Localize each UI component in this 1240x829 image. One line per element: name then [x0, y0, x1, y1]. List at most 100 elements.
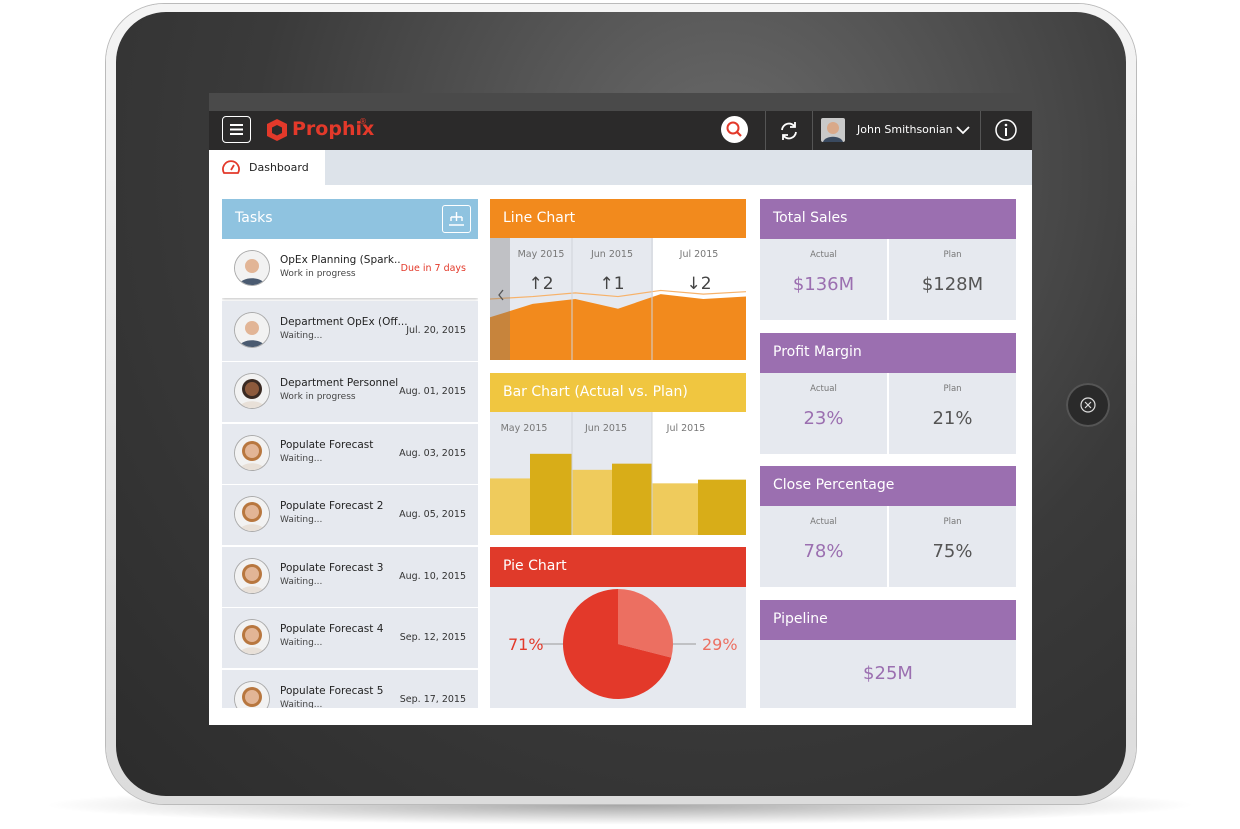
line-chart: May 2015 ↑2 Jun 2015 ↑1 Jul 2015 ↓2 — [490, 238, 746, 360]
kpi-body: Actual $136M Plan $128M — [760, 239, 1016, 320]
top-bar: Prophix ® John Smithsonian — [209, 111, 1032, 150]
actual-bar — [572, 469, 612, 535]
plan-label: Plan — [943, 250, 962, 260]
menu-button[interactable] — [222, 116, 251, 143]
month-label: Jun 2015 — [584, 423, 627, 434]
tasks-header: Tasks — [222, 199, 478, 239]
tab-bar — [209, 150, 1032, 185]
home-icon — [1080, 397, 1096, 413]
task-item[interactable]: Populate Forecast 3 Waiting... Aug. 10, 20… — [222, 546, 478, 607]
user-menu-chevron[interactable] — [955, 123, 971, 137]
dashboard-icon — [222, 160, 240, 174]
actual-label: Actual — [810, 517, 837, 527]
task-item[interactable]: Department OpEx (Off... Waiting... Jul. 20… — [222, 300, 478, 361]
pie-chart: 71% 29% — [490, 587, 746, 708]
kpi-body: Actual 23% Plan 21% — [760, 373, 1016, 454]
actual-value: 23% — [803, 408, 844, 429]
actual-value: 78% — [803, 541, 844, 562]
panel-title: Pipeline — [773, 611, 828, 627]
bar-chart-header: Bar Chart (Actual vs. Plan) — [490, 373, 746, 413]
dashboard-tab[interactable]: Dashboard — [209, 150, 325, 185]
actual-label: Actual — [810, 250, 837, 260]
refresh-button[interactable] — [777, 119, 801, 143]
task-status: Waiting... — [280, 699, 323, 709]
task-name: Department Personnel — [280, 377, 399, 389]
dashboard-content: Tasks OpEx Planning (Spark.. Work in progr… — [209, 185, 1032, 725]
user-avatar[interactable] — [821, 118, 845, 142]
pie-slice — [563, 589, 672, 699]
panel-title: Tasks — [235, 210, 273, 226]
org-icon — [449, 212, 464, 226]
avatar-face — [235, 497, 269, 531]
task-due: Due in 7 days — [400, 263, 466, 274]
avatar-face — [235, 374, 269, 408]
task-avatar — [235, 558, 269, 593]
pie-chart-header: Pie Chart — [490, 547, 746, 587]
change-label: ↑1 — [599, 274, 624, 294]
plan-label: Plan — [943, 384, 962, 394]
home-button[interactable] — [1066, 383, 1110, 427]
kpi-header: Pipeline — [760, 600, 1016, 640]
info-button[interactable] — [994, 118, 1018, 142]
actual-bar — [490, 478, 530, 535]
kpi-header: Profit Margin — [760, 333, 1016, 373]
avatar-face — [235, 435, 269, 470]
avatar-face — [235, 312, 269, 347]
task-item[interactable]: Populate Forecast Waiting... Aug. 03, 2015 — [222, 423, 478, 484]
panel-title: Bar Chart (Actual vs. Plan) — [503, 384, 688, 400]
task-avatar — [235, 620, 269, 654]
brand-name: Prophix — [292, 118, 375, 140]
panel-title: Close Percentage — [773, 477, 895, 493]
actual-bar — [652, 483, 698, 535]
avatar-face — [235, 620, 269, 654]
task-status: Work in progress — [280, 392, 356, 402]
scroll-left — [490, 238, 510, 360]
menu-icon — [230, 124, 243, 135]
task-item[interactable]: Department Personnel Work in progress Aug.… — [222, 362, 478, 422]
panel-title: Total Sales — [773, 210, 848, 226]
task-name: Populate Forecast — [280, 438, 374, 451]
line-chart-header: Line Chart — [490, 199, 746, 239]
org-chart-button[interactable] — [442, 205, 471, 233]
line — [490, 289, 746, 300]
plan-value: $128M — [921, 274, 984, 295]
search-button[interactable] — [721, 116, 748, 143]
avatar-face — [823, 122, 843, 142]
month-label: Jun 2015 — [590, 249, 633, 260]
task-item[interactable]: OpEx Planning (Spark.. Work in progress Du… — [222, 239, 478, 298]
pie-label: 71% — [508, 635, 544, 654]
user-name[interactable]: John Smithsonian — [857, 123, 953, 136]
panel-title: Pie Chart — [503, 558, 567, 574]
task-item[interactable]: Populate Forecast 5 Waiting... Sep. 17, 20… — [222, 669, 478, 709]
change-label: ↑2 — [528, 274, 553, 294]
brand-logo — [267, 119, 287, 141]
task-due: Aug. 10, 2015 — [399, 570, 466, 582]
divider — [765, 111, 766, 150]
task-item[interactable]: Populate Forecast 4 Waiting... Sep. 12, 20… — [222, 608, 478, 668]
actual-label: Actual — [810, 384, 837, 394]
plan-bar — [698, 479, 746, 535]
kpi-header: Total Sales — [760, 199, 1016, 239]
task-item[interactable]: Populate Forecast 2 Waiting... Aug. 05, 20… — [222, 485, 478, 545]
divider — [980, 111, 981, 150]
task-status: Work in progress — [280, 269, 356, 279]
task-name: Populate Forecast 3 — [280, 561, 384, 574]
kpi-value: $25M — [863, 663, 913, 684]
scroll-left-arrow — [498, 289, 504, 301]
search-icon — [726, 121, 742, 137]
task-name: Populate Forecast 4 — [280, 623, 384, 635]
month-label: Jul 2015 — [679, 249, 719, 260]
task-status: Waiting... — [280, 576, 323, 587]
task-avatar — [235, 435, 269, 470]
kpi-body: $25M — [760, 640, 1016, 708]
brand-registered: ® — [359, 117, 367, 126]
plan-value: 75% — [932, 541, 973, 562]
task-due: Sep. 12, 2015 — [399, 632, 466, 643]
task-avatar — [235, 374, 269, 408]
task-due: Sep. 17, 2015 — [399, 693, 466, 705]
bar-chart: May 2015 Jun 2015 Jul 2015 — [490, 412, 746, 535]
kpi-divider — [887, 239, 889, 320]
task-avatar — [235, 681, 269, 708]
change-label: ↓2 — [686, 274, 711, 294]
